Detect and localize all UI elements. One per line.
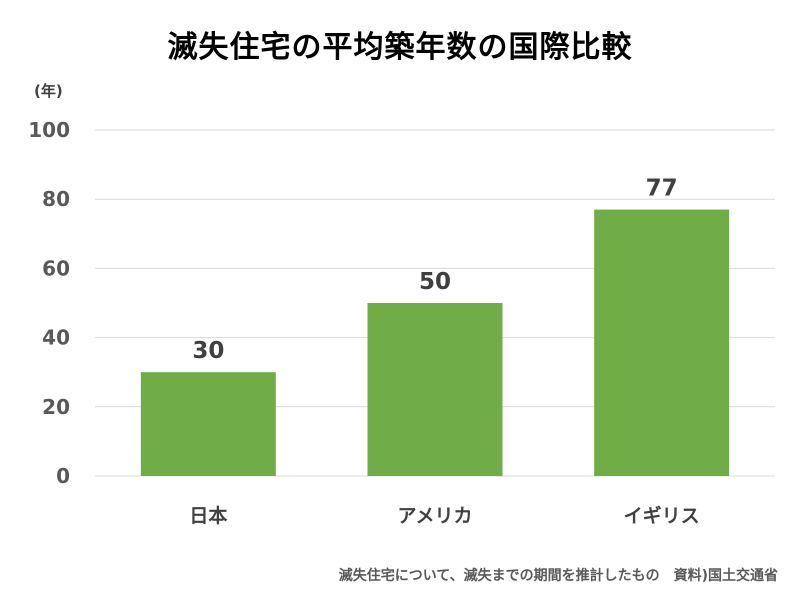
bar xyxy=(367,303,503,476)
chart-title: 滅失住宅の平均築年数の国際比較 xyxy=(167,30,633,65)
bar xyxy=(594,209,730,476)
data-label: 30 xyxy=(192,338,224,364)
y-tick-label: 60 xyxy=(42,256,70,280)
y-tick-label: 80 xyxy=(42,187,70,211)
y-axis-unit-label: (年) xyxy=(34,82,63,100)
data-label: 77 xyxy=(646,176,678,202)
data-label: 50 xyxy=(419,269,451,295)
y-tick-label: 20 xyxy=(42,395,70,419)
x-category-label: イギリス xyxy=(624,505,700,527)
bar xyxy=(140,372,276,476)
chart-footnote: 滅失住宅について、滅失までの期間を推計したもの 資料)国土交通省 xyxy=(338,568,778,584)
y-tick-label: 40 xyxy=(42,326,70,350)
y-tick-label: 0 xyxy=(56,464,70,488)
x-category-label: 日本 xyxy=(189,504,227,527)
y-tick-label: 100 xyxy=(28,118,70,142)
x-category-label: アメリカ xyxy=(397,505,472,527)
